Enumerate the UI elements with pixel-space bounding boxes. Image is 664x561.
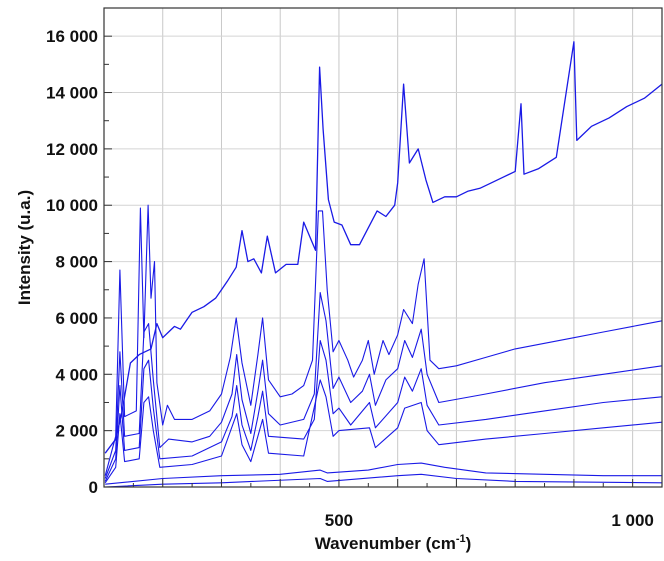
spectrum-line-1 bbox=[104, 41, 663, 454]
spectra-series bbox=[104, 41, 663, 488]
x-axis-title-superscript: -1 bbox=[456, 533, 466, 545]
x-axis-title: Wavenumber (cm-1) bbox=[315, 533, 472, 553]
grid-lines bbox=[104, 8, 662, 487]
spectrum-line-6 bbox=[105, 462, 662, 485]
plot-area-frame bbox=[103, 7, 663, 488]
spectrum-line-5 bbox=[104, 379, 663, 484]
x-axis-ticks: 500 1 000 bbox=[103, 479, 663, 530]
y-tick-label: 8 000 bbox=[55, 253, 98, 272]
y-tick-label: 10 000 bbox=[46, 196, 98, 215]
x-tick-label: 500 bbox=[325, 511, 353, 530]
y-tick-label: 16 000 bbox=[46, 27, 98, 46]
y-tick-label: 2 000 bbox=[55, 422, 98, 441]
y-tick-label: 0 bbox=[89, 478, 98, 497]
y-tick-label: 12 000 bbox=[46, 140, 98, 159]
y-tick-label: 14 000 bbox=[46, 84, 98, 103]
x-axis-title-text: Wavenumber (cm bbox=[315, 534, 456, 553]
x-tick-label: 1 000 bbox=[611, 511, 654, 530]
y-tick-label: 6 000 bbox=[55, 309, 98, 328]
y-axis-ticks: 0 2 000 4 000 6 000 8 000 10 000 12 000 14 000 1… bbox=[46, 27, 112, 497]
y-axis-title: Intensity (u.a.) bbox=[15, 190, 34, 305]
spectrum-line-4 bbox=[104, 339, 663, 482]
x-axis-title-suffix: ) bbox=[466, 534, 472, 553]
spectrum-line-2 bbox=[104, 204, 663, 476]
y-tick-label: 4 000 bbox=[55, 365, 98, 384]
spectrum-line-7 bbox=[105, 473, 663, 488]
spectrum-line-3 bbox=[104, 292, 663, 479]
